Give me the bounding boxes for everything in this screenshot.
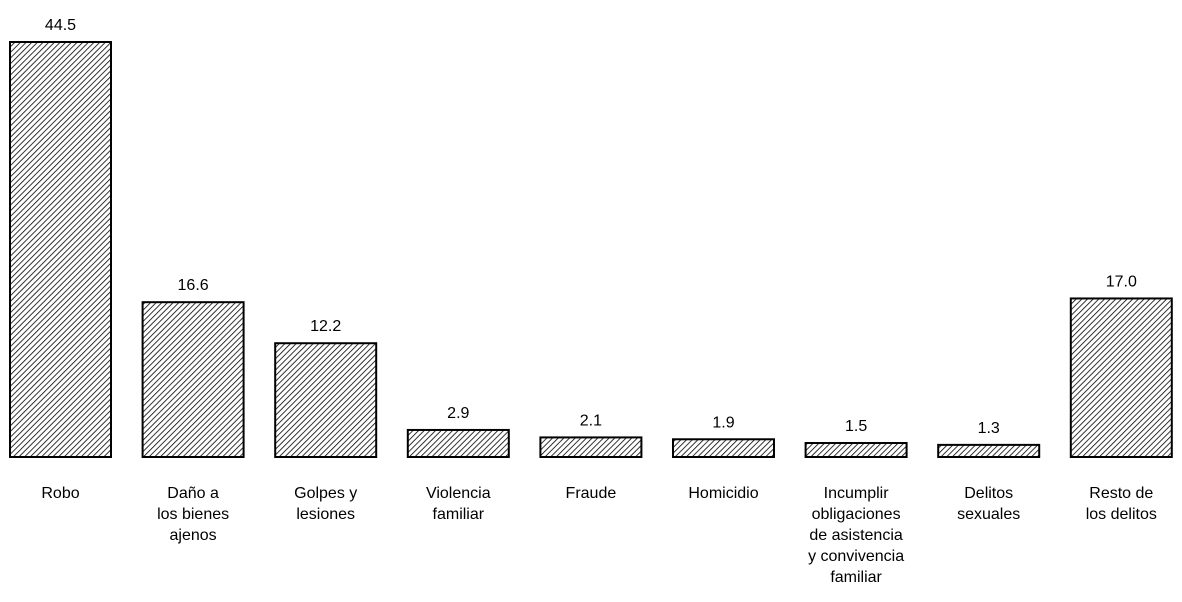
- x-tick-label-line: familiar: [433, 506, 485, 523]
- value-label: 1.5: [845, 418, 867, 435]
- value-label: 2.1: [580, 412, 602, 429]
- bar: [804, 442, 908, 458]
- x-tick-label-line: familiar: [830, 569, 882, 586]
- x-tick-label-line: Daño a: [167, 485, 219, 502]
- x-tick-label-line: obligaciones: [812, 506, 901, 523]
- bar: [1069, 297, 1173, 458]
- x-tick-label: Violencia familiar: [426, 485, 491, 523]
- bar: [406, 428, 510, 458]
- x-tick-label-line: Resto de: [1089, 485, 1153, 502]
- x-tick-label-line: sexuales: [957, 506, 1020, 523]
- x-tick-label-line: Golpes y: [294, 485, 357, 502]
- x-tick-label-line: los delitos: [1086, 506, 1157, 523]
- x-tick-label-line: Violencia: [426, 485, 491, 502]
- x-tick-label: Golpes y lesiones: [294, 485, 357, 523]
- value-label: 17.0: [1106, 273, 1137, 290]
- x-tick-label-line: de asistencia: [809, 527, 902, 544]
- x-tick-label: Incumplir obligaciones de asistencia y conv…: [808, 485, 904, 586]
- x-tick-label: Daño a los bienes ajenos: [157, 485, 229, 544]
- value-label: 1.3: [978, 420, 1000, 437]
- x-tick-label: Robo: [41, 485, 79, 502]
- bar: [539, 436, 643, 459]
- x-tick-label-line: Incumplir: [824, 485, 890, 502]
- x-tick-label: Delitos sexuales: [957, 485, 1020, 523]
- x-tick-label-line: los bienes: [157, 506, 229, 523]
- x-tick-label: Homicidio: [688, 485, 758, 502]
- bar: [672, 438, 775, 458]
- bar: [274, 342, 378, 459]
- x-tick-label: Fraude: [566, 485, 617, 502]
- x-tick-label-line: Fraude: [566, 485, 617, 502]
- bar: [141, 301, 245, 458]
- value-label: 12.2: [310, 318, 341, 335]
- x-tick-label-line: y convivencia: [808, 548, 904, 565]
- bar: [9, 41, 112, 458]
- x-tick-label-line: Homicidio: [688, 485, 758, 502]
- x-tick-label-line: Delitos: [964, 485, 1013, 502]
- x-tick-label-line: ajenos: [170, 527, 217, 544]
- value-label: 1.9: [712, 414, 734, 431]
- value-label: 44.5: [45, 17, 76, 34]
- value-label: 2.9: [447, 405, 469, 422]
- x-tick-label-line: lesiones: [296, 506, 355, 523]
- x-tick-label-line: Robo: [41, 485, 79, 502]
- value-label: 16.6: [178, 277, 209, 294]
- x-tick-label: Resto de los delitos: [1086, 485, 1157, 523]
- bar: [937, 443, 1041, 458]
